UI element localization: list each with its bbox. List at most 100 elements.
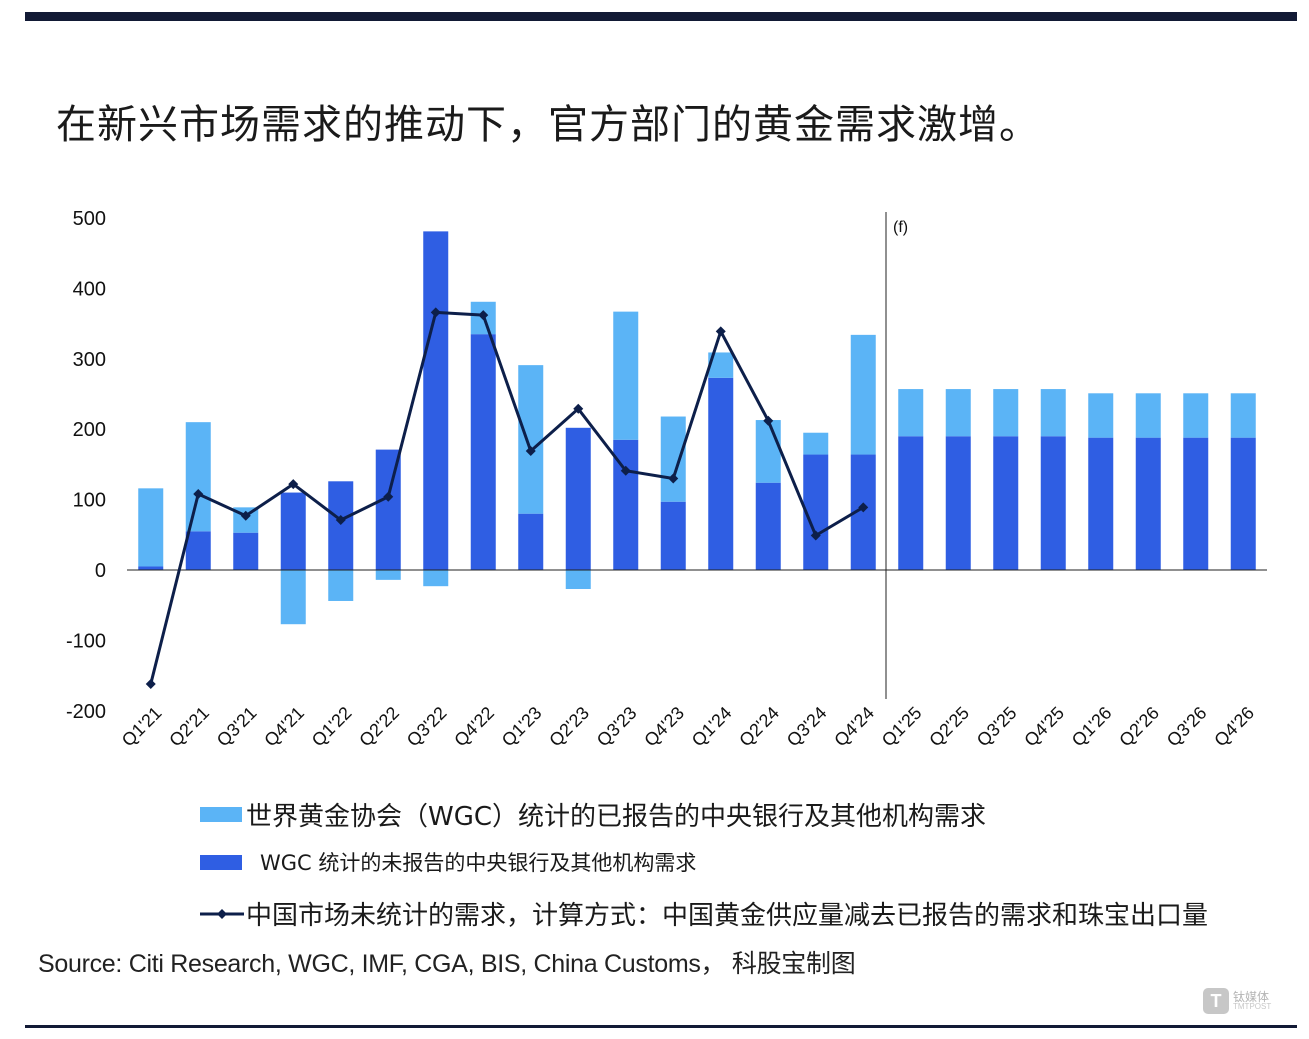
x-tick-label: Q4'26: [1210, 703, 1258, 751]
line-point: [810, 530, 821, 541]
x-tick-label: Q4'23: [640, 703, 688, 751]
bar-reported: [1040, 389, 1066, 437]
bar-unreported: [518, 513, 544, 570]
bar-reported: [423, 570, 449, 587]
x-tick-label: Q2'24: [735, 703, 783, 751]
y-tick-label: 500: [73, 208, 106, 230]
legend-label-reported: 世界黄金协会（WGC）统计的已报告的中央银行及其他机构需求: [246, 802, 987, 832]
page-title: 在新兴市场需求的推动下，官方部门的黄金需求激增。: [56, 102, 1040, 148]
legend-item-reported: 世界黄金协会（WGC）统计的已报告的中央银行及其他机构需求: [200, 796, 986, 833]
bar-unreported: [470, 334, 496, 570]
bar-reported: [1183, 393, 1209, 438]
x-tick-label: Q1'22: [308, 703, 356, 751]
legend-label-unreported: WGC 统计的未报告的中央银行及其他机构需求: [260, 851, 697, 875]
y-tick-label: 400: [73, 278, 106, 300]
bar-unreported: [185, 531, 211, 570]
bar-unreported: [1230, 437, 1256, 570]
bar-unreported: [328, 481, 354, 570]
y-tick-label: 200: [73, 419, 106, 441]
bar-reported: [328, 570, 354, 601]
line-point: [240, 510, 251, 521]
y-tick-label: -100: [66, 630, 106, 652]
bar-reported: [375, 570, 401, 580]
line-point: [193, 488, 204, 499]
x-tick-label: Q3'24: [783, 703, 831, 751]
watermark-mark: T: [1203, 988, 1229, 1014]
bar-unreported: [945, 436, 971, 570]
x-tick-label: Q3'21: [213, 703, 261, 751]
y-tick-label: -200: [66, 701, 106, 723]
china-demand-line: [149, 310, 865, 685]
bar-reported: [1088, 393, 1114, 438]
bar-reported: [755, 420, 781, 483]
bar-reported: [138, 488, 164, 567]
bar-reported: [565, 570, 591, 590]
source-note: Source: Citi Research, WGC, IMF, CGA, BI…: [38, 950, 856, 978]
line-point: [525, 446, 536, 457]
bar-unreported: [755, 482, 781, 570]
line-point: [668, 473, 679, 484]
bar-reported: [1230, 393, 1256, 438]
x-tick-label: Q1'25: [878, 703, 926, 751]
line-point: [288, 479, 299, 490]
x-tick-label: Q2'22: [355, 703, 403, 751]
bar-reported: [660, 416, 686, 502]
bottom-rule: [25, 1025, 1297, 1028]
legend-label-line: 中国市场未统计的需求，计算方式：中国黄金供应量减去已报告的需求和珠宝出口量: [246, 901, 1209, 931]
bar-reported: [280, 570, 306, 625]
forecast-label: (f): [893, 219, 908, 236]
x-tick-label: Q1'26: [1068, 703, 1116, 751]
x-tick-label: Q4'25: [1020, 703, 1068, 751]
x-tick-label: Q1'24: [688, 703, 736, 751]
line-point: [430, 307, 441, 318]
bar-unreported: [1183, 437, 1209, 570]
bar-unreported: [138, 566, 164, 570]
line-point: [620, 465, 631, 476]
line-point: [383, 491, 394, 502]
watermark-cn: 钛媒体: [1233, 990, 1270, 1004]
bar-reported: [518, 365, 544, 514]
x-tick-label: Q1'21: [118, 703, 166, 751]
x-tick-label: Q2'25: [925, 703, 973, 751]
line-point: [573, 403, 584, 414]
x-tick-label: Q4'22: [450, 703, 498, 751]
line-point: [478, 310, 489, 321]
bar-reported: [1135, 393, 1161, 438]
bar-unreported: [423, 231, 449, 570]
legend-swatch-unreported: [200, 854, 242, 870]
line-point: [858, 502, 869, 513]
x-tick-label: Q4'24: [830, 703, 878, 751]
legend-swatch-reported: [200, 807, 242, 822]
bar-unreported: [660, 501, 686, 570]
bar-reported: [850, 334, 876, 455]
bar-unreported: [1088, 437, 1114, 570]
bar-unreported: [1040, 436, 1066, 570]
x-tick-label: Q3'22: [403, 703, 451, 751]
bar-reported: [945, 389, 971, 437]
top-rule: [25, 12, 1297, 21]
bar-unreported: [1135, 437, 1161, 570]
line-point: [335, 515, 346, 526]
line-point: [715, 326, 726, 337]
bar-unreported: [993, 436, 1019, 570]
x-tick-label: Q4'21: [260, 703, 308, 751]
y-tick-label: 0: [95, 560, 106, 582]
bar-unreported: [565, 427, 591, 570]
y-tick-label: 100: [73, 490, 106, 512]
x-tick-label: Q1'23: [498, 703, 546, 751]
bar-unreported: [233, 532, 259, 570]
bar-reported: [803, 432, 829, 455]
bar-unreported: [280, 492, 306, 570]
legend-item-line: 中国市场未统计的需求，计算方式：中国黄金供应量减去已报告的需求和珠宝出口量: [200, 895, 1208, 932]
x-tick-label: Q2'21: [165, 703, 213, 751]
watermark-en: TMTPOST: [1233, 1002, 1272, 1011]
bar-unreported: [708, 377, 734, 570]
bar-reported: [185, 422, 211, 532]
bar-unreported: [898, 436, 924, 570]
x-tick-label: Q2'26: [1115, 703, 1163, 751]
x-tick-label: Q3'25: [973, 703, 1021, 751]
x-tick-label: Q3'23: [593, 703, 641, 751]
x-tick-label: Q3'26: [1163, 703, 1211, 751]
watermark-logo: T 钛媒体 TMTPOST: [1203, 988, 1271, 1014]
